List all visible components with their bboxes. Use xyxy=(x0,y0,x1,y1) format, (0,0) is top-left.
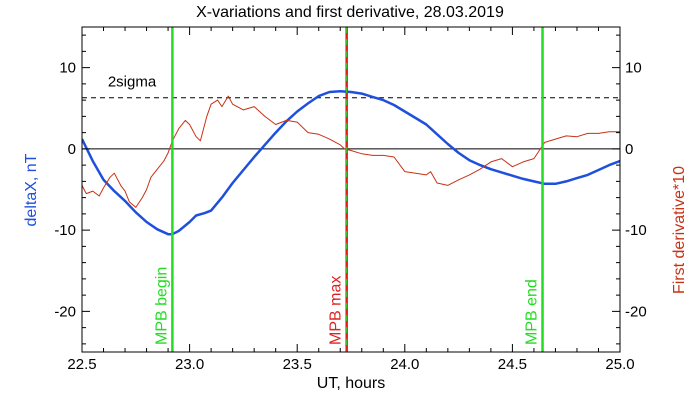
y-axis-right-title: First derivative*10 xyxy=(671,166,688,294)
x-tick-label: 23.5 xyxy=(283,356,312,373)
x-axis-title: UT, hours xyxy=(317,375,385,392)
plot-frame xyxy=(81,26,621,353)
axis-ticks: 22.5 23.0 23.5 24.0 24.5 25.0 10 0 -10 -20 10 0 -10 -… xyxy=(54,27,647,373)
y-right-tick-label: 10 xyxy=(625,60,642,77)
x-tick-label: 25.0 xyxy=(605,356,634,373)
y-left-tick-label: 10 xyxy=(59,60,76,77)
x-tick-label: 22.5 xyxy=(67,356,96,373)
y-left-tick-label: -10 xyxy=(54,222,76,239)
mpb-begin-marker-label: MPB begin xyxy=(153,267,170,345)
x-tick-label: 24.0 xyxy=(390,356,419,373)
y-right-tick-label: 0 xyxy=(625,141,633,158)
series-derivative-line xyxy=(82,95,620,208)
mpb-max-marker-label: MPB max xyxy=(328,276,345,345)
y-right-tick-label: -10 xyxy=(625,222,647,239)
y-left-tick-label: -20 xyxy=(54,303,76,320)
x-tick-label: 24.5 xyxy=(498,356,527,373)
mpb-end-marker-label: MPB end xyxy=(524,279,541,345)
y-axis-left-title: deltaX, nT xyxy=(23,153,40,226)
threshold-label: 2sigma xyxy=(108,74,157,91)
y-left-tick-label: 0 xyxy=(68,141,76,158)
chart-title: X-variations and first derivative, 28.03… xyxy=(196,4,504,21)
x-tick-label: 23.0 xyxy=(175,356,204,373)
series-deltax-line xyxy=(82,89,620,236)
plot-area: 2sigma MPB begin MPB max MPB end xyxy=(82,27,620,352)
y-right-tick-label: -20 xyxy=(625,303,647,320)
